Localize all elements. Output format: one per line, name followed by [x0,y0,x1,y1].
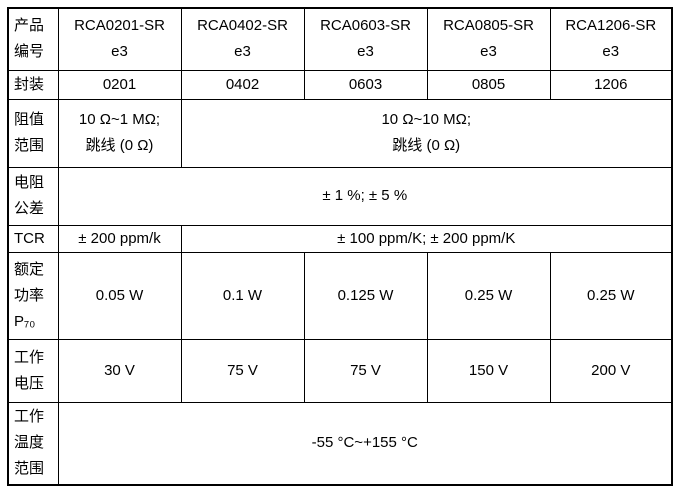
resistance-range-cell: 10 Ω~1 MΩ; 跳线 (0 Ω) [57,98,182,168]
row-label-package: 封装 [7,69,59,100]
row-label-tcr: TCR [7,224,59,253]
row-label-working-temperature: 工作 温度 范围 [7,401,59,486]
package-cell: 0201 [57,69,182,100]
row-working-voltage: 工作 电压 30 V 75 V 75 V 150 V 200 V [7,338,673,403]
product-id-cell: RCA1206-SR e3 [549,7,673,71]
product-id-cell: RCA0402-SR e3 [180,7,305,71]
working-voltage-cell: 30 V [57,338,182,403]
rated-power-cell: 0.25 W [426,251,551,340]
tcr-cell: ± 200 ppm/k [57,224,182,253]
rated-power-cell: 0.125 W [303,251,428,340]
row-resistance-range: 阻值 范围 10 Ω~1 MΩ; 跳线 (0 Ω) 10 Ω~10 MΩ; 跳线… [7,98,673,168]
row-label-rated-power: 额定 功率 P₇₀ [7,251,59,340]
rated-power-cell: 0.05 W [57,251,182,340]
rated-power-cell: 0.1 W [180,251,305,340]
package-cell: 1206 [549,69,673,100]
row-label-working-voltage: 工作 电压 [7,338,59,403]
row-working-temperature: 工作 温度 范围 -55 °C~+155 °C [7,401,673,486]
resistor-spec-table: 产品 编号 RCA0201-SR e3 RCA0402-SR e3 RCA060… [7,7,673,486]
working-voltage-cell: 75 V [303,338,428,403]
working-voltage-cell: 150 V [426,338,551,403]
package-cell: 0402 [180,69,305,100]
working-temperature-merged-cell: -55 °C~+155 °C [57,401,673,486]
row-label-product-id: 产品 编号 [7,7,59,71]
working-voltage-cell: 200 V [549,338,673,403]
product-id-cell: RCA0603-SR e3 [303,7,428,71]
product-id-cell: RCA0805-SR e3 [426,7,551,71]
row-label-tolerance: 电阻 公差 [7,166,59,226]
resistance-range-merged-cell: 10 Ω~10 MΩ; 跳线 (0 Ω) [180,98,673,168]
row-product-id: 产品 编号 RCA0201-SR e3 RCA0402-SR e3 RCA060… [7,7,673,71]
row-tolerance: 电阻 公差 ± 1 %; ± 5 % [7,166,673,226]
working-voltage-cell: 75 V [180,338,305,403]
row-tcr: TCR ± 200 ppm/k ± 100 ppm/K; ± 200 ppm/K [7,224,673,253]
product-id-cell: RCA0201-SR e3 [57,7,182,71]
tcr-merged-cell: ± 100 ppm/K; ± 200 ppm/K [180,224,673,253]
row-label-resistance-range: 阻值 范围 [7,98,59,168]
package-cell: 0805 [426,69,551,100]
tolerance-merged-cell: ± 1 %; ± 5 % [57,166,673,226]
package-cell: 0603 [303,69,428,100]
rated-power-cell: 0.25 W [549,251,673,340]
row-rated-power: 额定 功率 P₇₀ 0.05 W 0.1 W 0.125 W 0.25 W 0.… [7,251,673,340]
row-package: 封装 0201 0402 0603 0805 1206 [7,69,673,100]
